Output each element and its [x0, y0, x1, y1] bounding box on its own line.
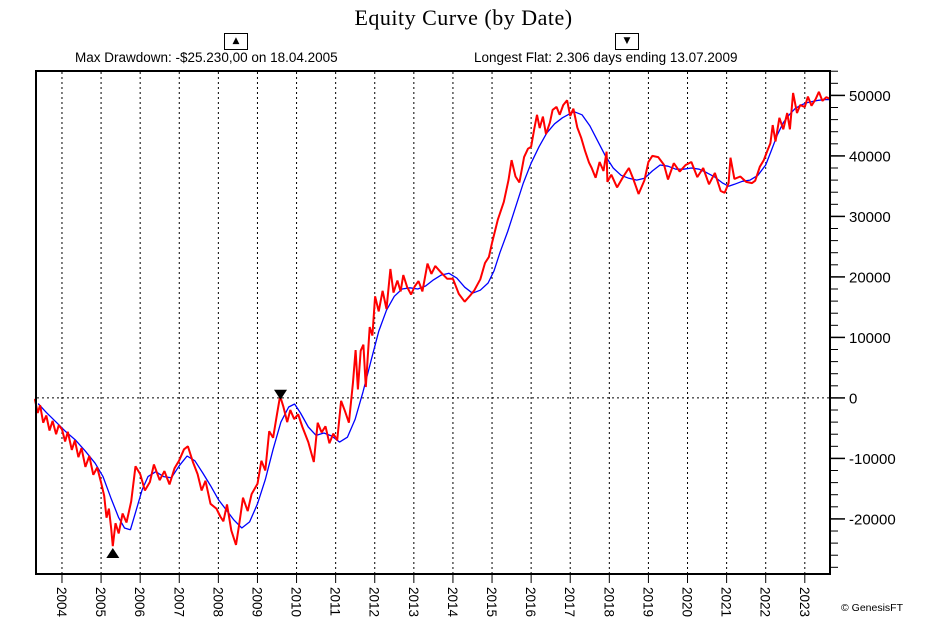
equity-line [34, 91, 830, 547]
y-tick-label: 0 [849, 390, 857, 407]
x-tick-label: 2005 [93, 587, 108, 617]
longest-flat-legend-box: ▼ [615, 33, 639, 50]
x-tick-label: 2004 [54, 587, 69, 618]
x-tick-label: 2020 [680, 587, 695, 617]
copyright-label: © GenesisFT [841, 602, 904, 614]
x-tick-label: 2019 [640, 587, 655, 617]
y-tick-label: 30000 [849, 209, 891, 226]
max-drawdown-marker [106, 547, 120, 558]
longest-flat-label: Longest Flat: 2.306 days ending 13.07.20… [474, 50, 738, 65]
longest-flat-marker [274, 389, 288, 400]
y-tick-label: -20000 [849, 511, 896, 528]
plot-border [35, 70, 831, 575]
x-tick-label: 2023 [797, 587, 812, 617]
x-tick-label: 2010 [289, 587, 304, 617]
y-tick-label: -10000 [849, 451, 896, 468]
y-tick-label: 10000 [849, 330, 891, 347]
x-tick-label: 2018 [601, 587, 616, 617]
y-tick-label: 40000 [849, 148, 891, 165]
x-tick-label: 2022 [758, 587, 773, 617]
max-drawdown-label: Max Drawdown: -$25.230,00 on 18.04.2005 [75, 50, 338, 65]
x-tick-label: 2021 [719, 587, 734, 617]
y-tick-label: 20000 [849, 269, 891, 286]
x-tick-label: 2008 [210, 587, 225, 617]
up-triangle-icon: ▲ [232, 36, 240, 46]
x-tick-label: 2011 [328, 587, 343, 616]
x-tick-label: 2017 [562, 587, 577, 617]
x-tick-label: 2014 [445, 587, 460, 618]
down-triangle-icon: ▼ [623, 36, 631, 46]
chart-title: Equity Curve (by Date) [354, 5, 573, 30]
x-tick-label: 2015 [484, 587, 499, 617]
x-tick-label: 2006 [132, 587, 147, 617]
x-tick-label: 2009 [249, 587, 264, 617]
y-tick-label: 50000 [849, 88, 891, 105]
smoothed-equity-line [37, 98, 830, 531]
max-drawdown-legend-box: ▲ [224, 33, 248, 50]
x-tick-label: 2016 [523, 587, 538, 617]
x-tick-label: 2007 [171, 587, 186, 617]
x-tick-label: 2012 [367, 587, 382, 617]
x-tick-label: 2013 [406, 587, 421, 617]
